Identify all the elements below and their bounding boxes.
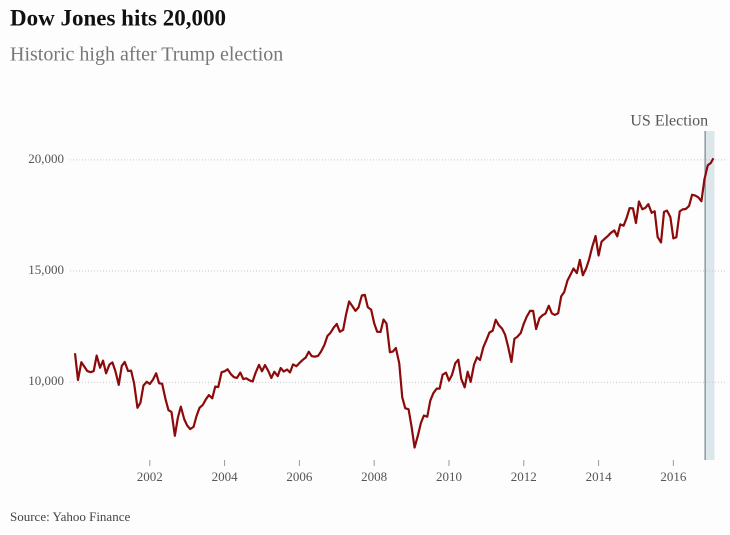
y-tick-label: 20,000 — [28, 151, 64, 166]
y-tick-label: 15,000 — [28, 262, 64, 277]
x-tick-label: 2008 — [361, 469, 387, 484]
election-shade — [705, 131, 715, 460]
x-tick-label: 2016 — [660, 469, 687, 484]
price-line — [73, 157, 715, 449]
chart-subtitle: Historic high after Trump election — [10, 44, 283, 66]
x-tick-label: 2004 — [212, 469, 239, 484]
annotation-label: US Election — [630, 113, 708, 130]
chart-title: Dow Jones hits 20,000 — [10, 5, 226, 30]
x-tick-label: 2010 — [436, 469, 462, 484]
x-tick-label: 2006 — [286, 469, 313, 484]
y-tick-label: 10,000 — [28, 373, 64, 388]
x-tick-label: 2012 — [511, 469, 537, 484]
source: Source: Yahoo Finance — [10, 509, 130, 524]
x-tick-label: 2014 — [586, 469, 613, 484]
x-tick-label: 2002 — [137, 469, 163, 484]
